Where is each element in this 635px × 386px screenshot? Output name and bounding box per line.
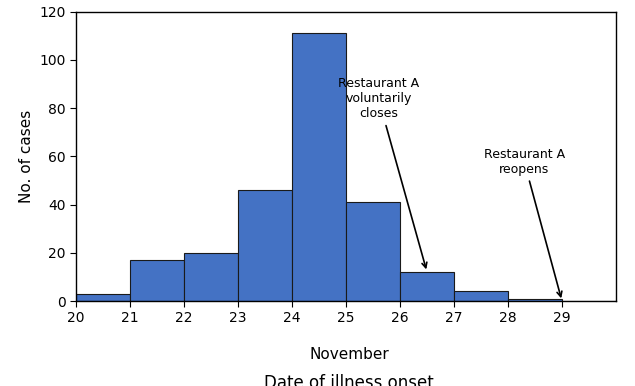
Bar: [130, 260, 184, 301]
Bar: [400, 272, 454, 301]
Text: November: November: [309, 347, 389, 362]
Text: Restaurant A
reopens: Restaurant A reopens: [484, 147, 565, 296]
Bar: [454, 291, 508, 301]
Text: Restaurant A
voluntarily
closes: Restaurant A voluntarily closes: [338, 77, 427, 267]
Y-axis label: No. of cases: No. of cases: [19, 110, 34, 203]
Bar: [346, 202, 400, 301]
Text: Date of illness onset: Date of illness onset: [264, 374, 434, 386]
Bar: [238, 190, 292, 301]
Bar: [76, 294, 130, 301]
Bar: [184, 253, 238, 301]
Bar: [508, 299, 562, 301]
Bar: [292, 33, 346, 301]
